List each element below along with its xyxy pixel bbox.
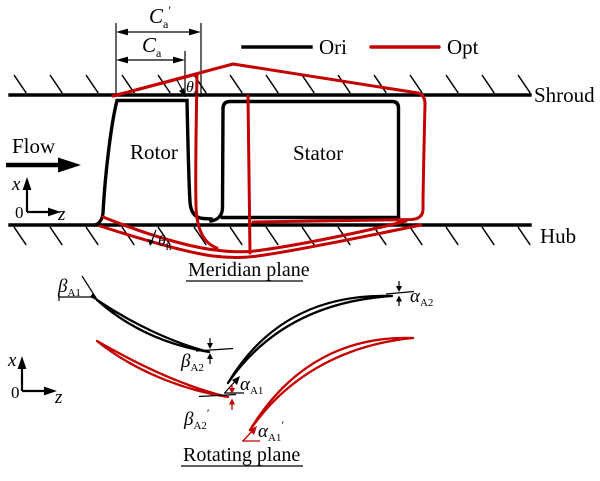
hatch-mark <box>229 74 243 94</box>
stator-label: Stator <box>293 141 343 165</box>
axis-rotating <box>17 356 57 396</box>
hatch-mark <box>193 226 207 246</box>
alpha-a2-label: αA2 <box>410 286 433 309</box>
legend-ori-label: Ori <box>319 35 347 59</box>
arrowhead <box>179 88 185 96</box>
arrowhead <box>249 426 257 435</box>
stator-le-opt <box>246 94 252 255</box>
alpha-a1-prime-label: αA1′ <box>258 418 284 444</box>
beta-a2-marks <box>195 338 234 364</box>
alpha-a1-label: αA1 <box>240 374 263 397</box>
axis-rotating-x-label: x <box>7 350 17 371</box>
rotor-blade-opt <box>95 339 230 399</box>
axis-rotating-origin-label: 0 <box>11 383 20 402</box>
axis-z-arrowhead <box>44 386 57 396</box>
arrowhead <box>207 353 213 359</box>
hatch-mark <box>481 226 495 246</box>
flow-arrow <box>6 157 81 173</box>
hub-label: Hub <box>540 224 576 248</box>
hatch-mark <box>49 74 63 94</box>
hub-dip-upper-opt <box>101 215 408 254</box>
arrowhead <box>173 56 185 64</box>
hatch-mark <box>517 74 531 94</box>
beta-a1-marks <box>58 275 99 302</box>
arrowhead <box>229 388 235 394</box>
axis-z-arrowhead <box>48 207 61 217</box>
dim-ca-prime-label: Ca′ <box>149 3 171 31</box>
hatch-mark <box>85 74 99 94</box>
hatch-mark <box>409 226 423 246</box>
reference-line <box>385 290 415 295</box>
beta-a2-label: βA2 <box>180 351 204 374</box>
opt-contours <box>98 62 427 259</box>
axis-x-arrowhead <box>17 356 27 369</box>
beta-a1-label: βA1 <box>57 276 81 299</box>
hatch-mark <box>409 74 423 94</box>
hatch-mark <box>229 226 243 246</box>
hatch-mark <box>157 226 171 246</box>
axis-meridian <box>22 177 61 217</box>
alpha-a2-marks <box>385 281 415 306</box>
hatch-mark <box>373 226 387 246</box>
axis-rotating-z-label: z <box>54 387 63 408</box>
theta-s-label: θs <box>186 79 198 99</box>
arrowhead <box>207 343 213 349</box>
hatch-mark <box>13 74 27 94</box>
arrowhead <box>229 398 235 405</box>
hatch-mark <box>373 74 387 94</box>
axis-meridian-x-label: x <box>11 174 21 195</box>
rotor-outline-ori <box>92 98 213 228</box>
arrowhead <box>189 28 201 36</box>
hatch-mark <box>85 226 99 246</box>
shroud-label: Shroud <box>534 83 595 107</box>
arrowhead <box>116 28 128 36</box>
beta-a2-prime-label: βA2′ <box>183 406 210 432</box>
hatch-mark <box>265 226 279 246</box>
beta-a2-prime-marks <box>198 384 237 410</box>
casing-and-stator-te-opt <box>111 62 427 224</box>
hatch-mark <box>445 226 459 246</box>
arrowhead <box>116 56 128 64</box>
hatch-mark <box>49 226 63 246</box>
stator-blade-opt <box>248 336 415 432</box>
hatch-mark <box>301 74 315 94</box>
reference-line <box>195 347 234 352</box>
stator-outline-ori <box>209 99 401 226</box>
rotor-label: Rotor <box>130 140 178 164</box>
hatch-mark <box>265 74 279 94</box>
hub-dip-lower-opt <box>98 223 423 259</box>
theta-h-tick <box>148 229 157 246</box>
arrowhead <box>396 295 402 302</box>
rotating-plane-title: Rotating plane <box>183 444 300 466</box>
dim-ca-label: Ca <box>142 33 162 60</box>
legend-opt-label: Opt <box>447 35 479 59</box>
theta-s-tick <box>176 79 185 96</box>
hatch-mark <box>517 226 531 246</box>
axis-x-arrowhead <box>22 177 32 190</box>
shroud-hatching <box>13 74 531 94</box>
axis-meridian-z-label: z <box>57 204 66 225</box>
arrowhead <box>232 376 240 385</box>
rotor-te-opt <box>194 72 219 250</box>
rotor-blade-ori <box>95 298 211 354</box>
hatch-mark <box>445 74 459 94</box>
arrowhead <box>148 239 154 246</box>
dimension-lines <box>115 23 202 97</box>
hatch-mark <box>13 226 27 246</box>
hub-hatching <box>13 226 531 246</box>
arrowhead <box>396 286 402 292</box>
flow-arrowhead <box>58 157 81 173</box>
reference-line <box>198 393 237 398</box>
hatch-mark <box>337 74 351 94</box>
axis-meridian-origin-label: 0 <box>15 203 24 222</box>
flow-label: Flow <box>12 134 56 158</box>
meridian-plane-title: Meridian plane <box>188 259 310 281</box>
hatch-mark <box>481 74 495 94</box>
arrowhead <box>90 293 98 301</box>
alpha-a1-prime-marks <box>242 426 260 442</box>
stator-blade-ori <box>226 294 394 385</box>
theta-h-label: θh <box>158 233 172 253</box>
